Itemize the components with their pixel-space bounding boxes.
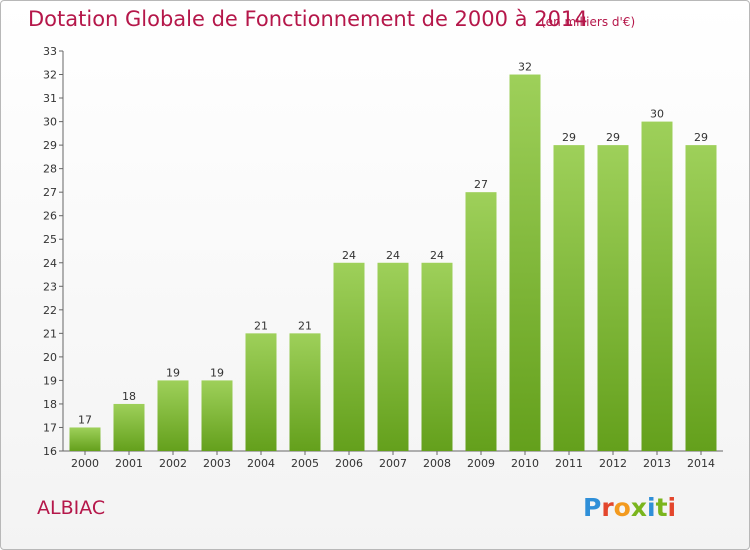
y-tick-label: 25 bbox=[43, 233, 57, 246]
chart-value-labels: 17 18 19 19 21 21 24 24 24 27 32 29 29 30 29 bbox=[78, 61, 708, 427]
bar-value-label: 32 bbox=[518, 61, 532, 74]
bar-value-label: 19 bbox=[210, 366, 224, 379]
y-tick-label: 32 bbox=[43, 69, 57, 82]
x-tick-label: 2014 bbox=[687, 457, 715, 470]
y-tick-label: 33 bbox=[43, 45, 57, 58]
x-tick-label: 2003 bbox=[203, 457, 231, 470]
bar-value-label: 29 bbox=[694, 131, 708, 144]
y-tick-label: 27 bbox=[43, 186, 57, 199]
y-tick-label: 17 bbox=[43, 421, 57, 434]
logo-letter: r bbox=[601, 493, 614, 522]
chart-title: Dotation Globale de Fonctionnement de 20… bbox=[28, 7, 588, 31]
bar bbox=[465, 192, 497, 452]
bar-value-label: 30 bbox=[650, 108, 664, 121]
bar bbox=[597, 145, 629, 451]
bar-value-label: 21 bbox=[298, 319, 312, 332]
y-tick-label: 29 bbox=[43, 139, 57, 152]
x-tick-label: 2002 bbox=[159, 457, 187, 470]
bar-value-label: 27 bbox=[474, 178, 488, 191]
chart-bars bbox=[69, 74, 717, 452]
y-tick-label: 31 bbox=[43, 92, 57, 105]
bar-value-label: 24 bbox=[342, 249, 356, 262]
bar bbox=[377, 262, 409, 451]
x-tick-label: 2011 bbox=[555, 457, 583, 470]
y-tick-label: 30 bbox=[43, 116, 57, 129]
place-name: ALBIAC bbox=[37, 497, 106, 519]
chart-y-ticks: 16 17 18 19 20 21 22 23 24 25 26 27 28 29 30 31 32 33 bbox=[43, 45, 63, 458]
y-tick-label: 26 bbox=[43, 210, 57, 223]
bar bbox=[201, 380, 233, 451]
y-tick-label: 28 bbox=[43, 163, 57, 176]
chart-x-ticks: 2000 2001 2002 2003 2004 2005 2006 2007 2008 2009… bbox=[71, 451, 715, 470]
y-tick-label: 21 bbox=[43, 327, 57, 340]
logo-letter: P bbox=[583, 493, 602, 522]
y-tick-label: 23 bbox=[43, 280, 57, 293]
y-tick-label: 20 bbox=[43, 351, 57, 364]
x-tick-label: 2010 bbox=[511, 457, 539, 470]
bar-value-label: 24 bbox=[430, 249, 444, 262]
bar-value-label: 21 bbox=[254, 319, 268, 332]
x-tick-label: 2000 bbox=[71, 457, 99, 470]
bar bbox=[553, 145, 585, 451]
x-tick-label: 2009 bbox=[467, 457, 495, 470]
y-tick-label: 19 bbox=[43, 374, 57, 387]
bar bbox=[69, 427, 101, 451]
chart-subtitle: (en milliers d'€) bbox=[541, 15, 636, 29]
bar bbox=[421, 262, 453, 451]
bar-value-label: 18 bbox=[122, 390, 136, 403]
bar-value-label: 19 bbox=[166, 366, 180, 379]
y-tick-label: 22 bbox=[43, 304, 57, 317]
logo-letter: x bbox=[630, 493, 647, 522]
logo-letter: i bbox=[667, 493, 677, 522]
x-tick-label: 2004 bbox=[247, 457, 275, 470]
bar-value-label: 17 bbox=[78, 413, 92, 426]
bar bbox=[113, 403, 145, 451]
x-tick-label: 2001 bbox=[115, 457, 143, 470]
logo-letter: i bbox=[647, 493, 656, 522]
x-tick-label: 2006 bbox=[335, 457, 363, 470]
bar bbox=[333, 262, 365, 451]
y-tick-label: 24 bbox=[43, 257, 57, 270]
proxiti-logo: Proxiti bbox=[583, 493, 676, 522]
x-tick-label: 2007 bbox=[379, 457, 407, 470]
bar bbox=[289, 333, 321, 451]
y-tick-label: 18 bbox=[43, 398, 57, 411]
y-tick-label: 16 bbox=[43, 445, 57, 458]
x-tick-label: 2012 bbox=[599, 457, 627, 470]
logo-letter: t bbox=[655, 493, 668, 522]
x-tick-label: 2013 bbox=[643, 457, 671, 470]
bar-value-label: 29 bbox=[562, 131, 576, 144]
logo-letter: o bbox=[613, 493, 631, 522]
x-tick-label: 2008 bbox=[423, 457, 451, 470]
bar bbox=[509, 74, 541, 451]
bar bbox=[685, 145, 717, 451]
bar bbox=[245, 333, 277, 451]
bar bbox=[641, 121, 673, 452]
bar-value-label: 24 bbox=[386, 249, 400, 262]
bar-value-label: 29 bbox=[606, 131, 620, 144]
bar bbox=[157, 380, 189, 451]
x-tick-label: 2005 bbox=[291, 457, 319, 470]
